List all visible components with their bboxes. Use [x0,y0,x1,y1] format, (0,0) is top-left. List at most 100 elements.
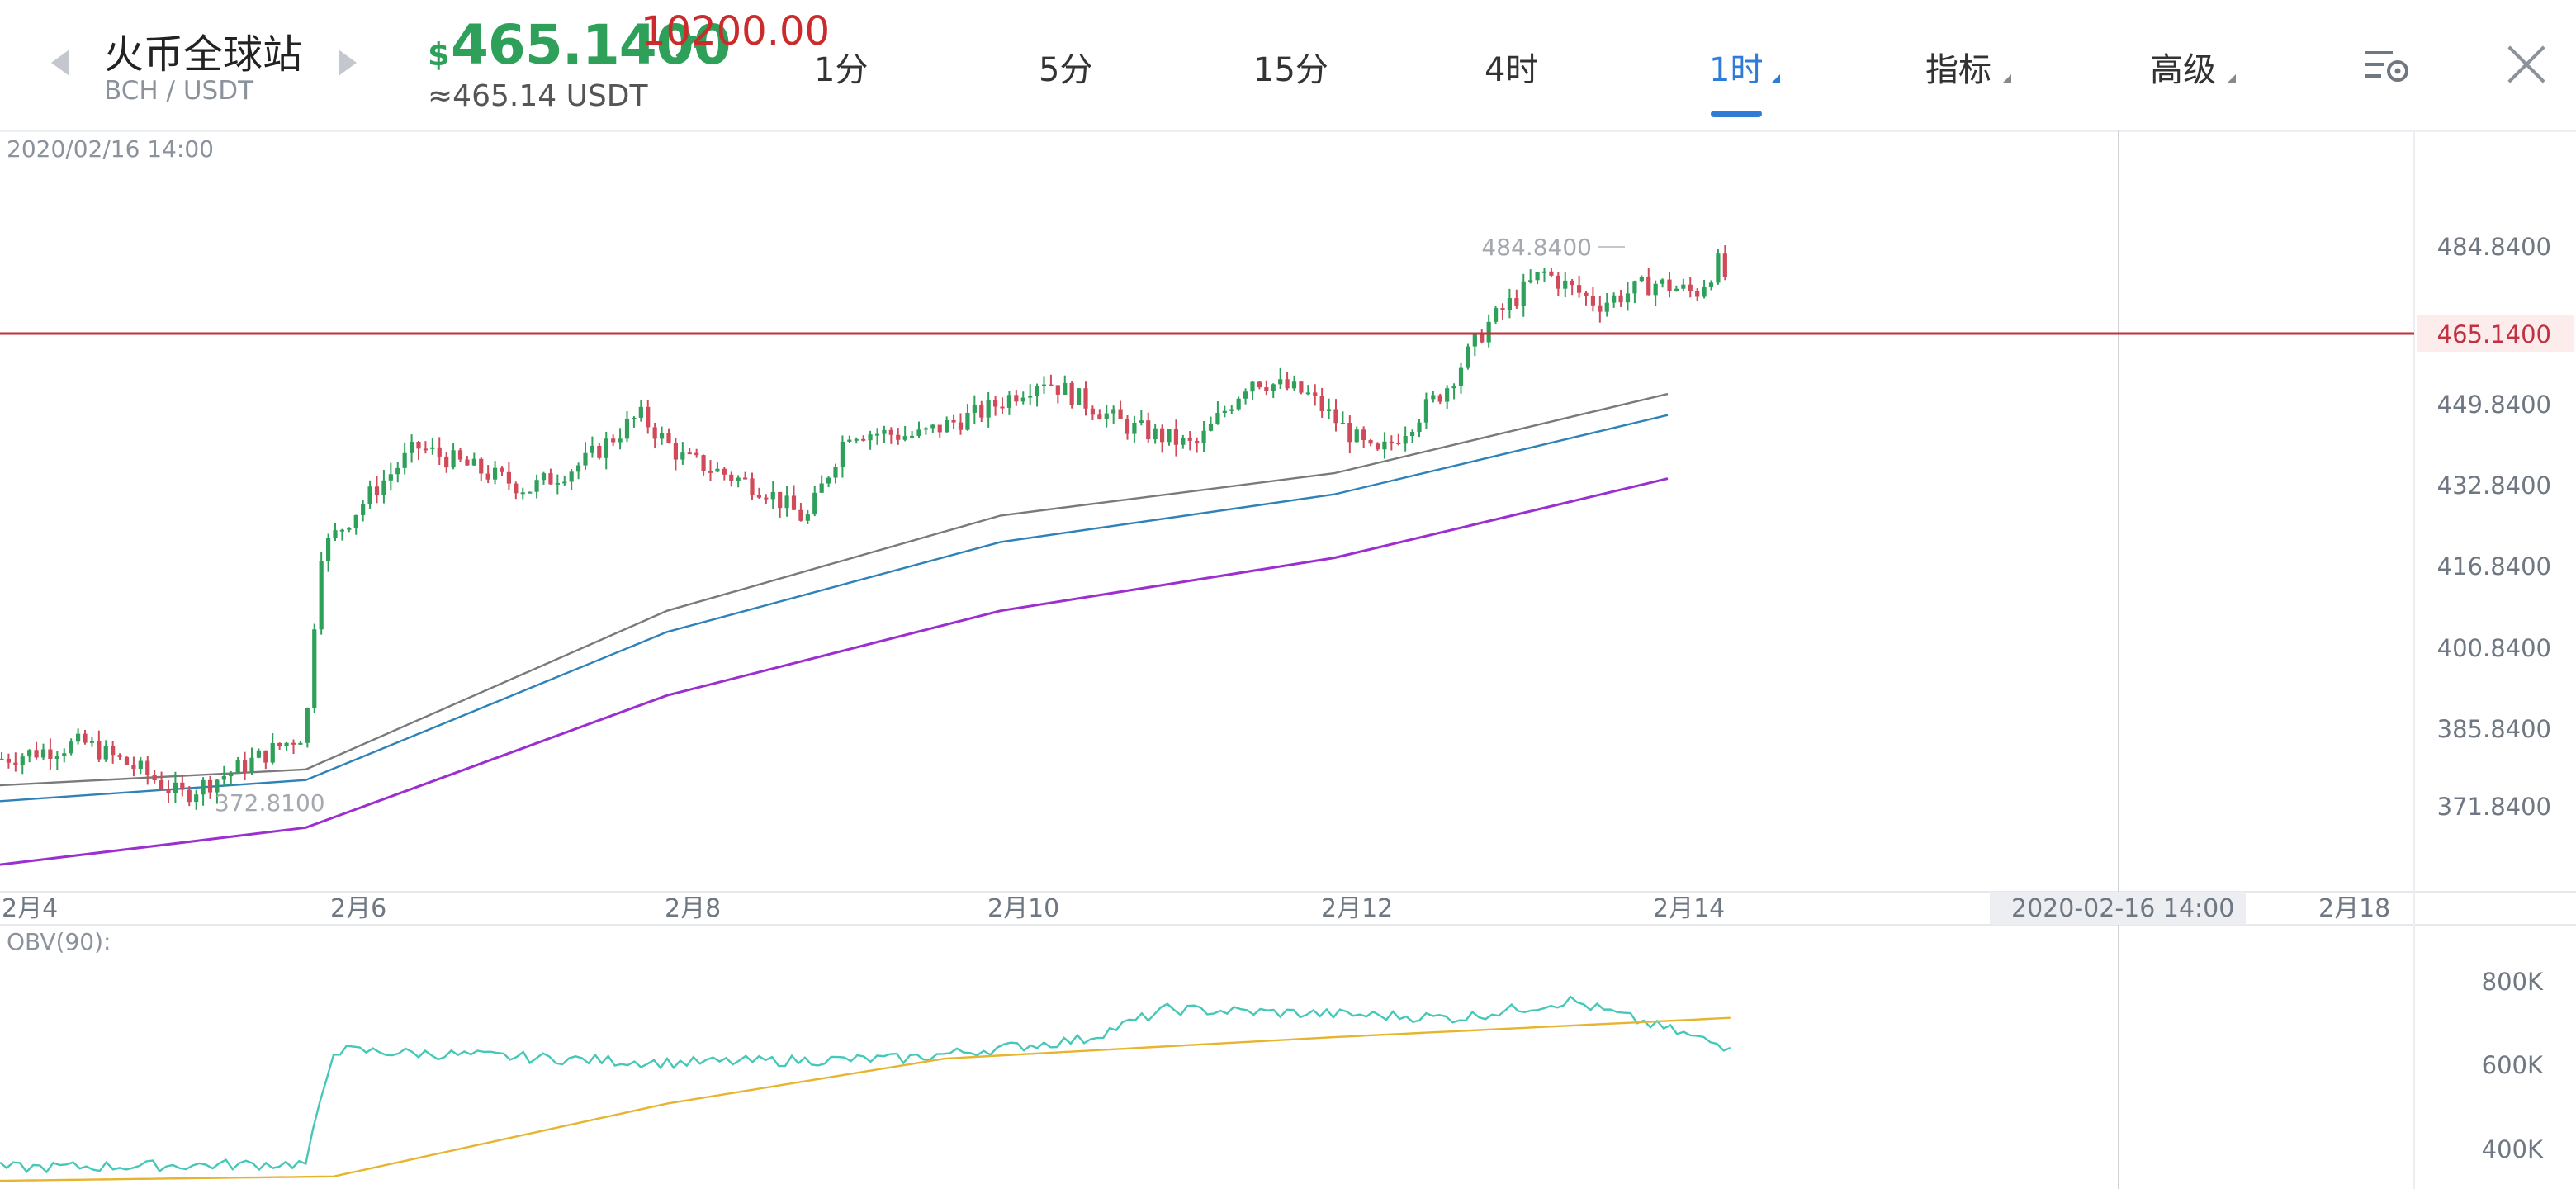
candle [1612,292,1617,308]
current-price-badge [2417,315,2574,352]
candle [541,471,547,485]
candle [1333,399,1338,432]
candle [992,396,998,416]
y-tick-label: 371.8400 [2437,793,2551,821]
candle [1382,432,1387,459]
candle [1507,288,1513,319]
candle [638,400,643,422]
arrow-left-icon[interactable] [51,50,69,76]
candle [242,751,248,781]
candle [715,462,720,473]
candle [673,438,679,471]
candle [416,440,421,461]
x-tick-label: 2月14 [1653,894,1725,923]
last-price: 465.1400 [451,13,732,77]
tab-1h[interactable]: 1时 [1709,51,1764,89]
candle [83,729,88,745]
candle [1125,414,1130,440]
tab-indicators[interactable]: 指标 [1925,51,1991,89]
candle [103,740,108,762]
candle [694,448,699,458]
candle [1278,367,1283,390]
candle [1340,411,1346,425]
candle [451,443,456,470]
candle [680,442,685,465]
x-tick-label: 2月18 [2318,894,2390,923]
tab-5min[interactable]: 5分 [1039,51,1093,89]
candle [1667,272,1672,298]
candle [1250,381,1255,400]
arrow-right-icon[interactable] [339,50,357,76]
obv-line [0,995,1731,1174]
candle [1702,279,1707,299]
candle [534,474,539,499]
candle [249,747,254,775]
candle [34,741,39,760]
kline-chart[interactable]: 2020/02/16 14:00 484.8400 465.1400 449.8… [0,130,2576,1189]
tab-15min[interactable]: 15分 [1253,51,1328,89]
candle [951,414,956,429]
ma-line-2 [0,414,1669,803]
candle [506,462,512,490]
candle [1437,393,1442,405]
candle [1556,272,1560,296]
candle [1417,419,1422,438]
tab-advanced[interactable]: 高级 [2150,51,2216,89]
candle [48,738,53,770]
candle [569,469,574,490]
tab-1min[interactable]: 1分 [814,51,869,89]
candle [1111,405,1116,424]
candle [1549,268,1554,278]
y-tick-label: 416.8400 [2437,552,2551,580]
candle [465,456,470,466]
candle [729,471,734,487]
candle [1514,289,1519,310]
time-axis: 2月4 2月6 2月8 2月10 2月12 2月14 2020-02-16 14… [2,892,2390,925]
candle [708,460,713,481]
candle [1722,244,1727,281]
tab-4h[interactable]: 4时 [1485,51,1539,89]
candle [6,753,12,769]
candle [972,395,977,424]
candle [1291,375,1297,391]
candle [1208,416,1214,432]
candle [555,474,560,495]
candle [1708,280,1714,291]
candle [1055,385,1060,404]
candle [1361,426,1366,448]
candle [611,434,616,447]
candle [339,528,345,541]
candle [1521,273,1526,317]
candle [1153,424,1158,444]
close-icon[interactable] [2505,43,2548,86]
candle [166,780,171,803]
candle [444,452,449,473]
chart-settings-icon[interactable] [2363,46,2413,86]
candle [1347,415,1352,454]
candle [69,738,73,756]
candle [291,739,296,754]
overlay-price: 10200.00 [641,8,831,54]
candle [854,437,859,444]
candle [1132,415,1137,443]
candle [1028,384,1033,405]
candle [819,475,824,494]
caret-icon [2228,74,2236,83]
candle [1625,282,1631,311]
candle [1000,397,1005,415]
candle [1389,435,1394,451]
candle [1299,381,1304,395]
candle [0,752,4,760]
candle [492,461,498,485]
candle [1063,375,1068,396]
candle [1493,306,1499,324]
candle [1041,376,1047,394]
obv-tick-label: 800K [2482,968,2544,996]
candle [701,454,706,476]
candle [20,753,25,775]
candle [1069,381,1074,409]
candle [1451,383,1456,400]
candle [764,494,769,504]
candle [1480,329,1485,344]
candle [1326,398,1332,420]
